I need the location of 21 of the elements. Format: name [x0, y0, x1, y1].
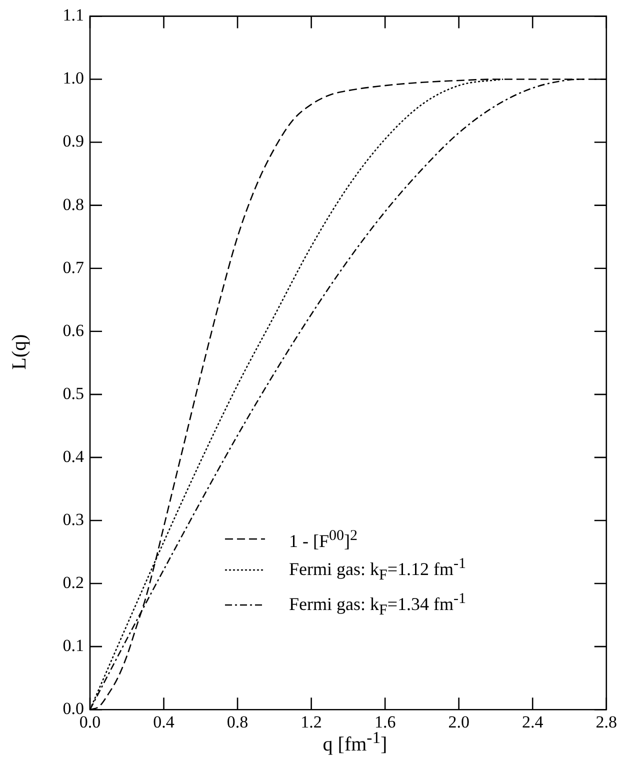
x-tick-label: 1.2	[300, 712, 322, 732]
y-tick-label: 0.4	[62, 446, 84, 466]
x-tick-label: 2.8	[596, 712, 617, 732]
y-tick-label: 0.5	[62, 384, 84, 403]
y-tick-label: 0.8	[62, 194, 84, 214]
y-tick-label: 0.6	[62, 320, 84, 340]
x-tick-label: 2.0	[448, 712, 470, 732]
x-tick-label: 0.8	[226, 712, 248, 732]
y-tick-label: 1.0	[62, 68, 84, 88]
x-tick-label: 0.4	[153, 712, 175, 732]
legend-label: Fermi gas: k$_{F}$=1.12 fm$^{-1}$	[289, 555, 466, 586]
y-tick-label: 0.2	[62, 572, 84, 592]
y-tick-label: 0.1	[62, 636, 84, 656]
x-tick-label: 2.4	[522, 712, 544, 732]
y-axis-title: L(q)	[8, 334, 32, 370]
legend-label: 1 - [F$^{00}$]$^{2}$	[289, 527, 358, 553]
y-tick-label: 0.3	[62, 510, 84, 529]
legend-label: Fermi gas: k$_{F}$=1.34 fm$^{-1}$	[289, 590, 466, 620]
y-tick-label: 1.1	[62, 6, 84, 25]
y-tick-label: 0.7	[62, 258, 84, 277]
y-tick-label: 0.9	[62, 132, 84, 151]
